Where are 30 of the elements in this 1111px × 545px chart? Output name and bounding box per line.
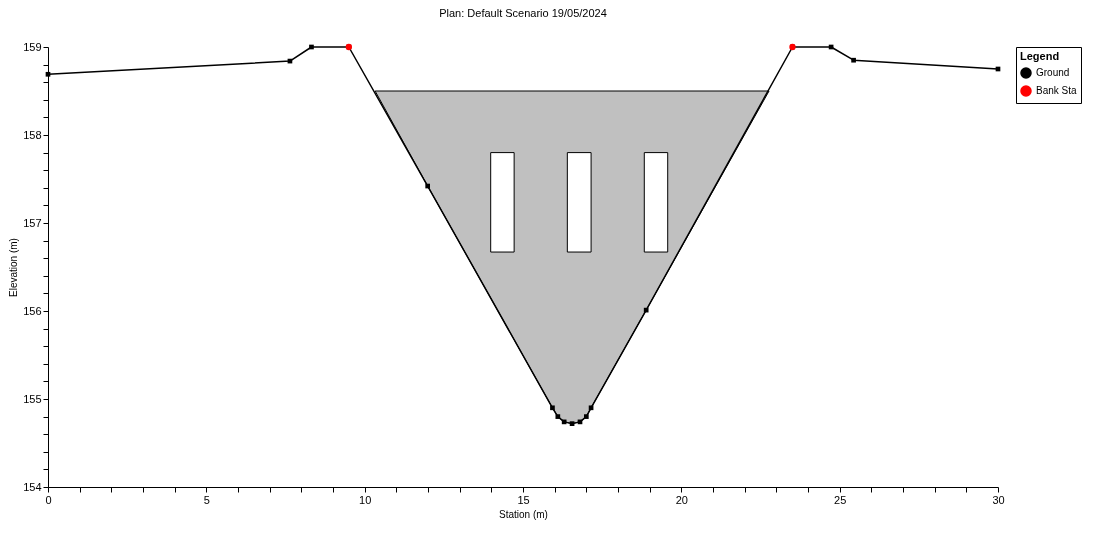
- x-tick-label: 5: [203, 493, 210, 506]
- x-axis-title: Station (m): [499, 508, 548, 520]
- y-tick-label: 159: [23, 40, 42, 53]
- point: [425, 183, 431, 189]
- legend-label: Bank Sta: [1036, 85, 1078, 96]
- y-tick-label: 155: [23, 392, 42, 405]
- y-tick-label: 157: [23, 216, 42, 229]
- x-tick-label: 0: [45, 493, 52, 506]
- point: [643, 307, 649, 313]
- point: [583, 414, 589, 419]
- x-tick-label: 20: [675, 493, 688, 506]
- y-tick-label: 156: [23, 304, 42, 317]
- point: [45, 71, 51, 77]
- x-tick-label: 15: [517, 493, 530, 506]
- point: [550, 405, 555, 411]
- legend-title: Legend: [1020, 50, 1060, 62]
- x-tick-label: 30: [992, 493, 1005, 506]
- y-tick-label: 154: [23, 480, 42, 493]
- point: [588, 405, 594, 411]
- point: [309, 44, 314, 50]
- point: [569, 421, 575, 426]
- point: [561, 419, 567, 425]
- chart-title: Plan: Default Scenario 19/05/2024: [439, 7, 607, 19]
- legend-label: Ground: [1036, 67, 1070, 78]
- point: [851, 57, 856, 63]
- y-tick-label: 158: [23, 128, 42, 141]
- y-axis-title: Elevation (m): [8, 238, 20, 297]
- x-tick-label: 10: [359, 493, 372, 506]
- x-tick-label: 25: [834, 493, 847, 506]
- point: [555, 414, 561, 419]
